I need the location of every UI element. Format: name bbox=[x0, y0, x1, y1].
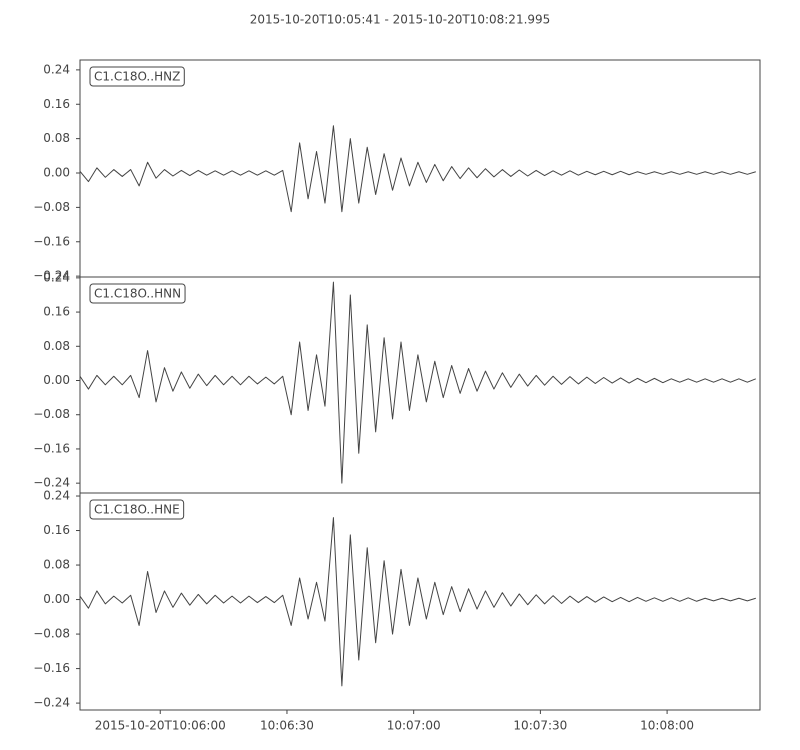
x-tick-label: 10:07:30 bbox=[513, 719, 567, 733]
y-tick-label: 0.00 bbox=[43, 373, 70, 387]
trace-label: C1.C18O..HNZ bbox=[94, 70, 180, 84]
x-tick-label: 10:08:00 bbox=[640, 719, 694, 733]
trace bbox=[79, 281, 756, 484]
y-tick-label: −0.08 bbox=[33, 407, 70, 421]
trace-label: C1.C18O..HNN bbox=[94, 287, 181, 301]
y-tick-label: −0.24 bbox=[33, 269, 70, 283]
trace-label: C1.C18O..HNE bbox=[94, 503, 180, 517]
y-tick-label: −0.16 bbox=[33, 661, 70, 675]
trace-label-box bbox=[89, 66, 185, 87]
y-tick-label: −0.24 bbox=[33, 476, 70, 490]
y-tick-label: 0.08 bbox=[43, 339, 70, 353]
x-tick-label: 2015-10-20T10:06:00 bbox=[95, 719, 226, 733]
panel-frame bbox=[79, 492, 761, 711]
y-tick-label: 0.24 bbox=[43, 62, 70, 76]
x-tick-label: 10:07:00 bbox=[387, 719, 441, 733]
chart-title: 2015-10-20T10:05:41 - 2015-10-20T10:08:2… bbox=[250, 13, 551, 27]
y-tick-label: 0.16 bbox=[43, 305, 70, 319]
y-tick-label: 0.24 bbox=[43, 489, 70, 503]
trace bbox=[79, 125, 756, 213]
y-tick-label: −0.08 bbox=[33, 627, 70, 641]
y-tick-label: −0.24 bbox=[33, 696, 70, 710]
trace-label-box bbox=[89, 283, 186, 304]
y-tick-label: −0.08 bbox=[33, 200, 70, 214]
y-tick-label: 0.16 bbox=[43, 523, 70, 537]
trace-label-box bbox=[89, 499, 185, 520]
trace bbox=[79, 517, 756, 687]
x-tick-label: 10:06:30 bbox=[260, 719, 314, 733]
panel-frame bbox=[79, 276, 761, 494]
y-tick-label: −0.16 bbox=[33, 441, 70, 455]
y-tick-label: 0.08 bbox=[43, 131, 70, 145]
y-tick-label: 0.08 bbox=[43, 558, 70, 572]
y-tick-label: −0.16 bbox=[33, 234, 70, 248]
y-tick-label: 0.00 bbox=[43, 166, 70, 180]
y-tick-label: 0.24 bbox=[43, 270, 70, 284]
y-tick-label: 0.16 bbox=[43, 97, 70, 111]
y-tick-label: 0.00 bbox=[43, 592, 70, 606]
